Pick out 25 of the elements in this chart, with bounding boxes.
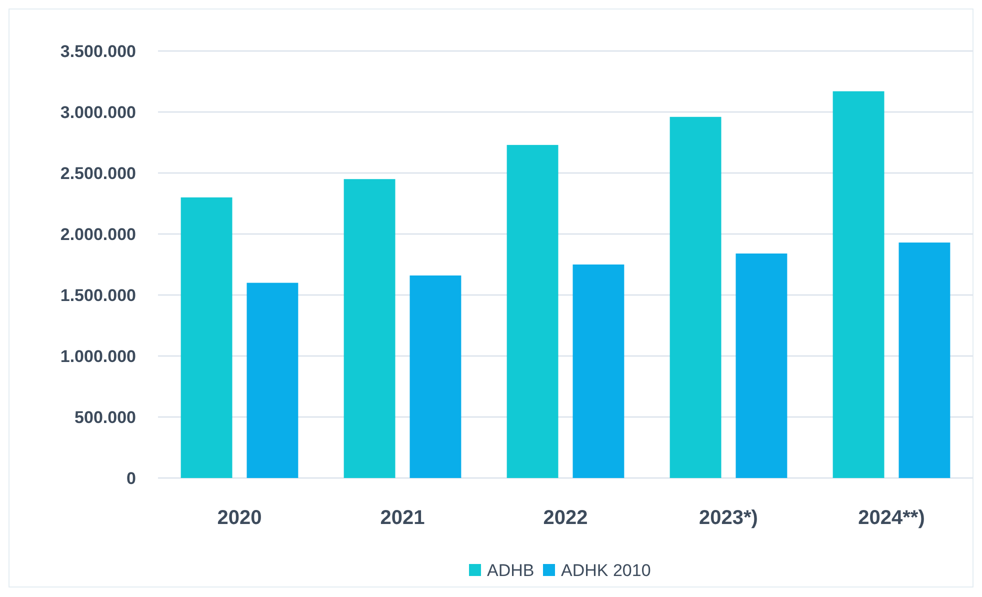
legend-label: ADHK 2010 — [561, 560, 651, 580]
bar — [736, 254, 788, 478]
y-tick-label: 3.000.000 — [60, 102, 136, 122]
y-tick-label: 2.500.000 — [60, 164, 136, 183]
x-tick-label: 2020 — [217, 507, 262, 529]
y-tick-label: 3.500.000 — [60, 42, 136, 61]
bar — [506, 144, 558, 478]
legend-label: ADHB — [487, 560, 534, 580]
bar — [180, 197, 232, 478]
bar — [572, 264, 624, 478]
x-tick-label: 2023*) — [699, 507, 758, 529]
y-tick-label: 0 — [126, 468, 136, 488]
x-tick-label: 2024**) — [858, 507, 925, 529]
x-tick-label: 2021 — [380, 507, 425, 529]
bar — [898, 242, 950, 478]
bar — [344, 179, 396, 478]
bar — [832, 91, 884, 478]
y-tick-label: 1.000.000 — [60, 346, 136, 366]
bar — [246, 282, 298, 478]
y-tick-label: 500.000 — [74, 408, 136, 427]
y-tick-label: 2.000.000 — [60, 224, 136, 244]
bar — [670, 116, 722, 478]
y-tick-label: 1.500.000 — [60, 286, 136, 305]
bar — [410, 275, 462, 478]
x-tick-label: 2022 — [543, 507, 588, 529]
